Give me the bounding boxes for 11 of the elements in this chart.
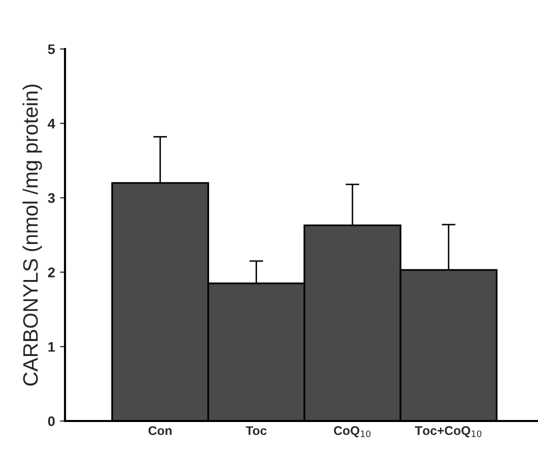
y-tick-label: 5 <box>48 44 55 54</box>
x-tick-label: Toc <box>246 426 267 436</box>
y-axis-title: CARBONYLS (nmol /mg protein) <box>22 84 42 386</box>
y-tick-label: 0 <box>48 416 55 426</box>
x-tick-label: Toc+CoQ$_{10}$ <box>414 426 482 438</box>
x-tick-label: CoQ$_{10}$ <box>334 426 371 438</box>
y-tick-label: 2 <box>48 268 55 278</box>
x-tick-label: Con <box>148 426 172 436</box>
y-tick-label: 4 <box>48 118 56 128</box>
y-tick-label: 1 <box>48 342 55 352</box>
y-tick-label: 3 <box>48 193 55 203</box>
